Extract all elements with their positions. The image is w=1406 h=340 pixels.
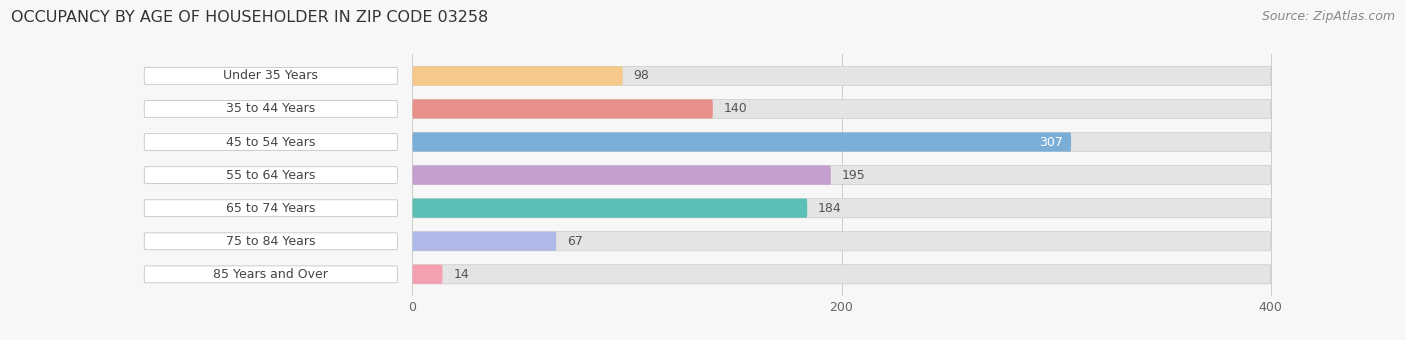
Text: 184: 184 (818, 202, 842, 215)
FancyBboxPatch shape (145, 167, 398, 184)
FancyBboxPatch shape (412, 66, 1271, 85)
Text: Source: ZipAtlas.com: Source: ZipAtlas.com (1261, 10, 1395, 23)
Text: 35 to 44 Years: 35 to 44 Years (226, 102, 315, 116)
Text: 65 to 74 Years: 65 to 74 Years (226, 202, 315, 215)
FancyBboxPatch shape (145, 67, 398, 84)
FancyBboxPatch shape (412, 232, 1271, 251)
FancyBboxPatch shape (412, 66, 623, 85)
Text: 45 to 54 Years: 45 to 54 Years (226, 136, 315, 149)
FancyBboxPatch shape (412, 199, 807, 218)
FancyBboxPatch shape (412, 265, 1271, 284)
Text: Under 35 Years: Under 35 Years (224, 69, 318, 82)
Text: 307: 307 (1039, 136, 1063, 149)
Text: 55 to 64 Years: 55 to 64 Years (226, 169, 315, 182)
FancyBboxPatch shape (412, 133, 1271, 152)
FancyBboxPatch shape (412, 133, 1071, 152)
Text: 14: 14 (453, 268, 470, 281)
FancyBboxPatch shape (412, 166, 831, 185)
FancyBboxPatch shape (412, 232, 557, 251)
Text: 85 Years and Over: 85 Years and Over (214, 268, 329, 281)
FancyBboxPatch shape (412, 265, 443, 284)
Text: 98: 98 (634, 69, 650, 82)
Text: OCCUPANCY BY AGE OF HOUSEHOLDER IN ZIP CODE 03258: OCCUPANCY BY AGE OF HOUSEHOLDER IN ZIP C… (11, 10, 488, 25)
FancyBboxPatch shape (412, 99, 713, 119)
FancyBboxPatch shape (145, 134, 398, 151)
Text: 195: 195 (842, 169, 865, 182)
Text: 67: 67 (567, 235, 583, 248)
FancyBboxPatch shape (145, 101, 398, 117)
FancyBboxPatch shape (145, 266, 398, 283)
Text: 75 to 84 Years: 75 to 84 Years (226, 235, 315, 248)
FancyBboxPatch shape (412, 166, 1271, 185)
FancyBboxPatch shape (145, 200, 398, 217)
FancyBboxPatch shape (412, 199, 1271, 218)
FancyBboxPatch shape (145, 233, 398, 250)
FancyBboxPatch shape (412, 99, 1271, 119)
Text: 140: 140 (724, 102, 748, 116)
